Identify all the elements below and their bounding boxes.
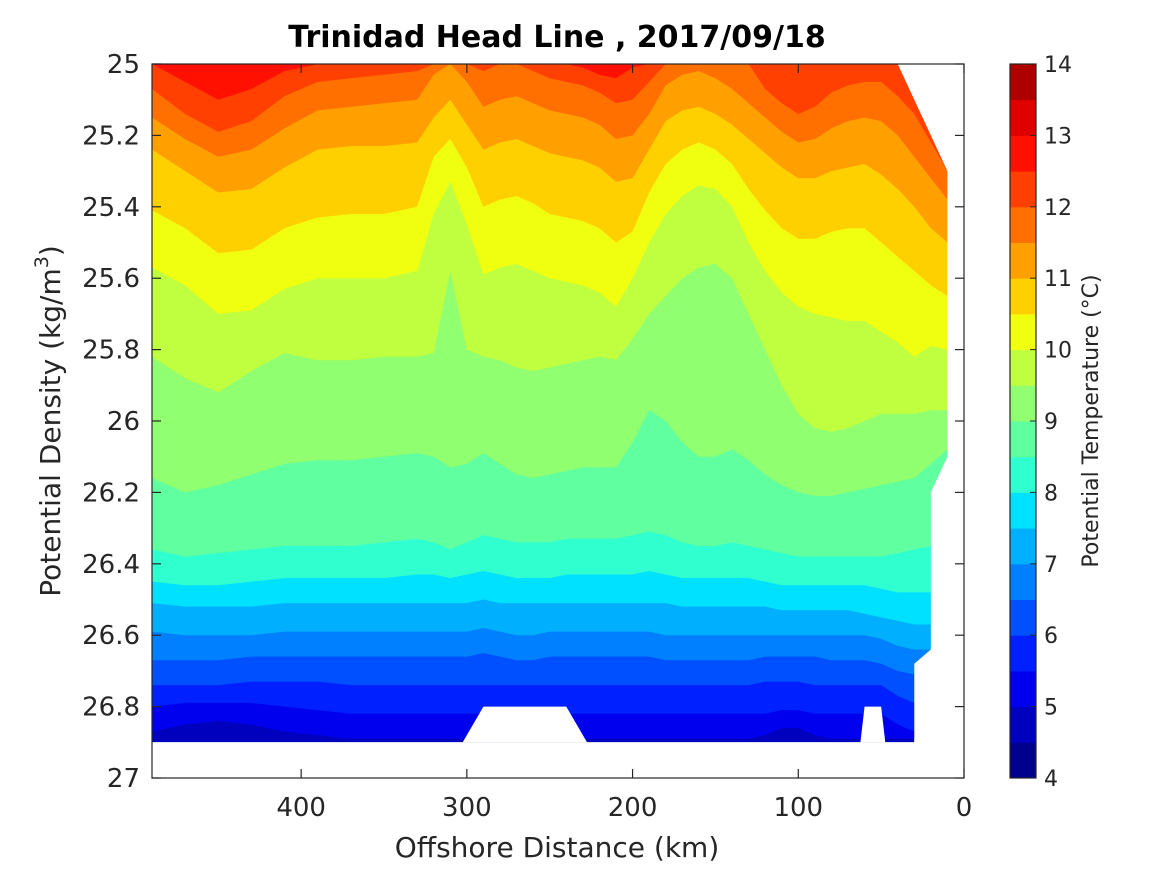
colorbar-tick-label: 5 bbox=[1044, 696, 1058, 721]
x-tick-label: 300 bbox=[442, 793, 492, 823]
colorbar-tick-label: 14 bbox=[1044, 53, 1072, 78]
contour-band-11-5 bbox=[152, 64, 948, 200]
chart-title: Trinidad Head Line , 2017/09/18 bbox=[288, 20, 825, 55]
colorbar-tick-label: 7 bbox=[1044, 553, 1058, 578]
y-tick-label: 25 bbox=[107, 50, 140, 80]
y-axis-label-tail: ) bbox=[34, 245, 67, 256]
colorbar-swatch bbox=[1010, 206, 1036, 243]
colorbar-swatch bbox=[1010, 599, 1036, 636]
y-tick-label: 25.6 bbox=[82, 264, 140, 294]
x-tick-label: 400 bbox=[276, 793, 326, 823]
x-tick-label: 200 bbox=[608, 793, 658, 823]
colorbar-swatch bbox=[1010, 64, 1036, 101]
y-tick-label: 25.4 bbox=[82, 193, 140, 223]
y-tick-label: 26.6 bbox=[82, 621, 140, 651]
colorbar-tick-label: 11 bbox=[1044, 267, 1072, 292]
colorbar-swatch bbox=[1010, 313, 1036, 351]
colorbar: 4 5 6 7 8 9 10 11 12 13 14 bbox=[1009, 53, 1072, 792]
contour-band-12-5 bbox=[152, 64, 948, 100]
colorbar-swatch bbox=[1010, 492, 1036, 529]
no-data-gap-1 bbox=[860, 706, 886, 743]
y-tick-label: 26.2 bbox=[82, 478, 140, 508]
y-tick-label: 25.2 bbox=[82, 121, 140, 151]
colorbar-swatch bbox=[1010, 742, 1036, 779]
y-tick-label: 26.4 bbox=[82, 550, 140, 580]
y-axis-label: Potential Density (kg/m3) bbox=[31, 245, 67, 597]
y-tick-label: 26.8 bbox=[82, 693, 140, 723]
colorbar-swatch bbox=[1010, 278, 1036, 315]
colorbar-swatch bbox=[1010, 421, 1036, 458]
colorbar-tick-label: 12 bbox=[1044, 196, 1072, 221]
colorbar-tick-label: 8 bbox=[1044, 481, 1058, 506]
no-data-gap-0 bbox=[462, 706, 587, 743]
colorbar-tick-label: 10 bbox=[1044, 339, 1072, 364]
y-tick-label: 27 bbox=[107, 764, 140, 794]
colorbar-swatch bbox=[1010, 385, 1036, 422]
colorbar-swatch bbox=[1010, 171, 1036, 208]
colorbar-tick-label: 9 bbox=[1044, 410, 1058, 435]
colorbar-swatch bbox=[1010, 456, 1036, 493]
colorbar-swatch bbox=[1010, 349, 1036, 386]
colorbar-tick-label: 13 bbox=[1044, 124, 1072, 149]
x-tick-label: 0 bbox=[956, 793, 973, 823]
colorbar-label: Potential Temperature (°C) bbox=[1079, 274, 1104, 567]
colorbar-swatch bbox=[1010, 563, 1036, 600]
x-tick-label: 100 bbox=[773, 793, 823, 823]
y-axis: 25 25.2 25.4 25.6 25.8 26 26.2 26.4 26.6 26.8 27 bbox=[82, 50, 964, 794]
colorbar-swatch bbox=[1010, 635, 1036, 672]
colorbar-swatch bbox=[1010, 670, 1036, 708]
y-axis-label-superscript: 3 bbox=[31, 256, 53, 268]
colorbar-swatch bbox=[1010, 706, 1036, 743]
colorbar-tick-label: 6 bbox=[1044, 624, 1058, 649]
colorbar-swatch bbox=[1010, 135, 1036, 172]
x-axis-label: Offshore Distance (km) bbox=[395, 831, 720, 864]
y-tick-label: 25.8 bbox=[82, 336, 140, 366]
colorbar-swatch bbox=[1010, 242, 1036, 279]
colorbar-tick-label: 4 bbox=[1044, 767, 1058, 792]
contour-band-11 bbox=[152, 64, 948, 243]
colorbar-swatch bbox=[1010, 99, 1036, 136]
plot-area bbox=[152, 64, 964, 778]
x-axis: 400 300 200 100 0 bbox=[276, 64, 972, 823]
y-axis-label-main: Potential Density (kg/m bbox=[34, 268, 67, 597]
colorbar-swatch bbox=[1010, 528, 1036, 565]
y-tick-label: 26 bbox=[107, 407, 140, 437]
